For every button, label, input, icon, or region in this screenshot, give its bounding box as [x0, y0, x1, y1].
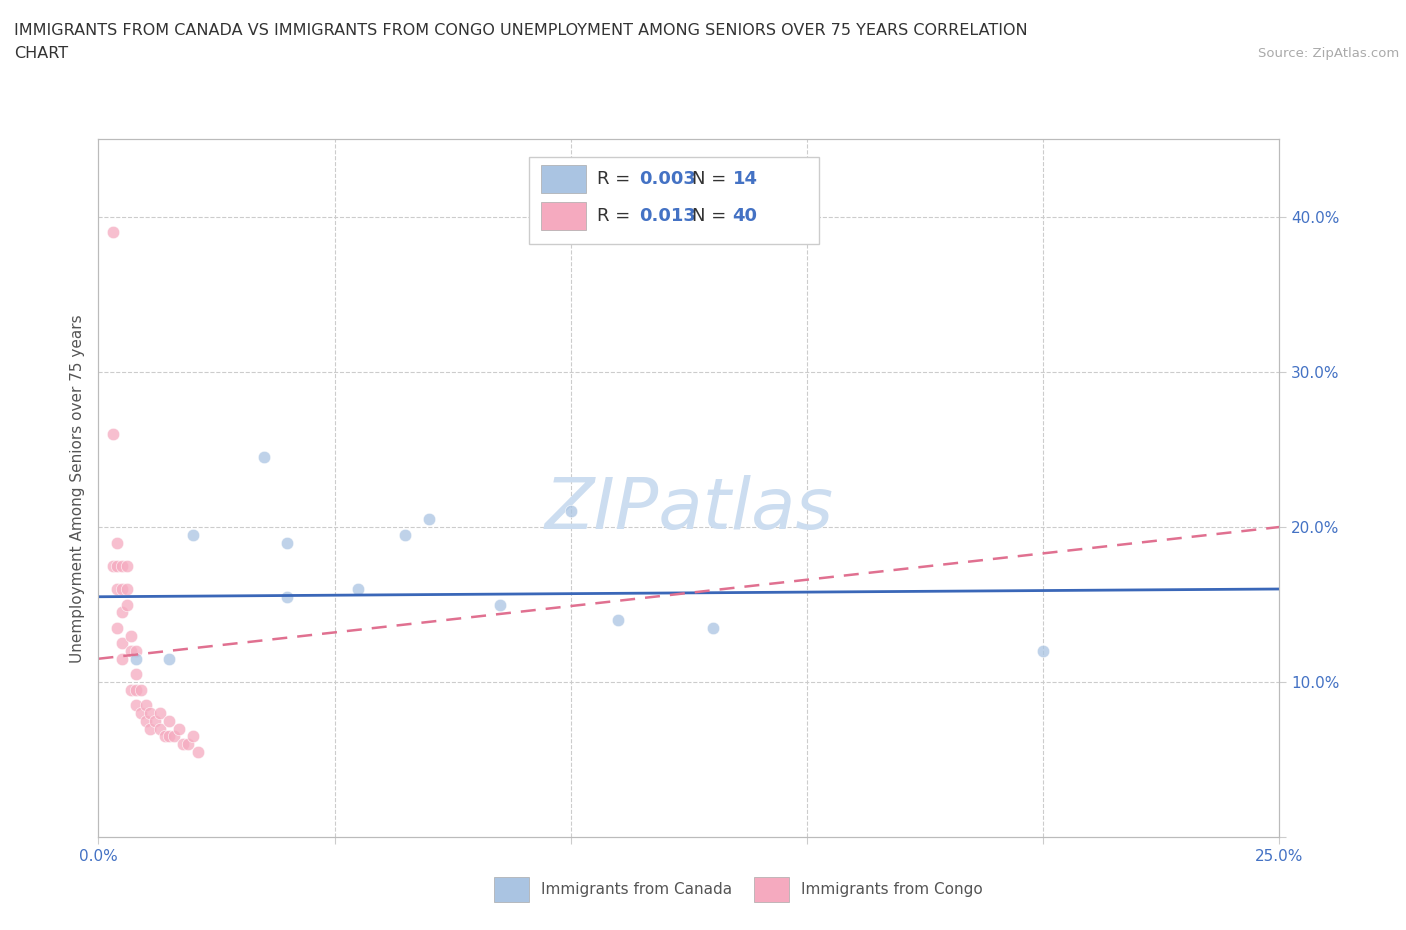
Point: [111, 651, 134, 666]
Point: [139, 706, 162, 721]
FancyBboxPatch shape: [754, 877, 789, 902]
Point: [347, 581, 370, 596]
Point: [187, 744, 209, 759]
Text: ZIPatlas: ZIPatlas: [544, 474, 834, 544]
Text: 0.003: 0.003: [640, 170, 696, 188]
Point: [115, 558, 138, 573]
Point: [153, 729, 176, 744]
Point: [125, 651, 148, 666]
Point: [105, 558, 128, 573]
Point: [394, 527, 416, 542]
Point: [181, 527, 204, 542]
Text: R =: R =: [596, 170, 636, 188]
Point: [111, 558, 134, 573]
FancyBboxPatch shape: [530, 157, 818, 245]
FancyBboxPatch shape: [541, 203, 586, 231]
Text: N =: N =: [693, 170, 733, 188]
Point: [101, 427, 124, 442]
Text: Immigrants from Congo: Immigrants from Congo: [801, 882, 983, 897]
Point: [125, 644, 148, 658]
Point: [121, 683, 143, 698]
FancyBboxPatch shape: [541, 166, 586, 193]
Point: [115, 581, 138, 596]
Point: [489, 597, 512, 612]
Point: [702, 620, 724, 635]
Point: [129, 683, 152, 698]
Point: [607, 613, 630, 628]
Point: [149, 706, 172, 721]
Point: [111, 636, 134, 651]
Point: [149, 721, 172, 736]
Text: CHART: CHART: [14, 46, 67, 61]
Point: [253, 450, 276, 465]
Point: [125, 683, 148, 698]
Point: [167, 721, 190, 736]
Point: [181, 729, 204, 744]
Text: R =: R =: [596, 207, 641, 225]
Point: [121, 628, 143, 643]
Point: [101, 225, 124, 240]
Point: [418, 512, 440, 526]
Point: [135, 698, 157, 712]
Point: [139, 721, 162, 736]
Point: [115, 597, 138, 612]
FancyBboxPatch shape: [494, 877, 530, 902]
Text: Immigrants from Canada: Immigrants from Canada: [541, 882, 733, 897]
Point: [163, 729, 186, 744]
Point: [125, 667, 148, 682]
Text: Source: ZipAtlas.com: Source: ZipAtlas.com: [1258, 46, 1399, 60]
Point: [129, 706, 152, 721]
Point: [276, 535, 298, 550]
Point: [276, 590, 298, 604]
Point: [177, 737, 200, 751]
Text: IMMIGRANTS FROM CANADA VS IMMIGRANTS FROM CONGO UNEMPLOYMENT AMONG SENIORS OVER : IMMIGRANTS FROM CANADA VS IMMIGRANTS FRO…: [14, 23, 1028, 38]
Text: N =: N =: [693, 207, 733, 225]
Y-axis label: Unemployment Among Seniors over 75 years: Unemployment Among Seniors over 75 years: [70, 314, 86, 662]
Point: [121, 644, 143, 658]
Point: [101, 558, 124, 573]
Point: [157, 651, 180, 666]
Point: [125, 698, 148, 712]
Point: [111, 581, 134, 596]
Point: [105, 535, 128, 550]
Point: [157, 713, 180, 728]
Text: 40: 40: [733, 207, 758, 225]
Text: 0.013: 0.013: [640, 207, 696, 225]
Point: [111, 604, 134, 619]
Text: 14: 14: [733, 170, 758, 188]
Point: [135, 713, 157, 728]
Point: [1032, 644, 1054, 658]
Point: [105, 620, 128, 635]
Point: [157, 729, 180, 744]
Point: [143, 713, 166, 728]
Point: [105, 581, 128, 596]
Point: [172, 737, 194, 751]
Point: [560, 504, 582, 519]
